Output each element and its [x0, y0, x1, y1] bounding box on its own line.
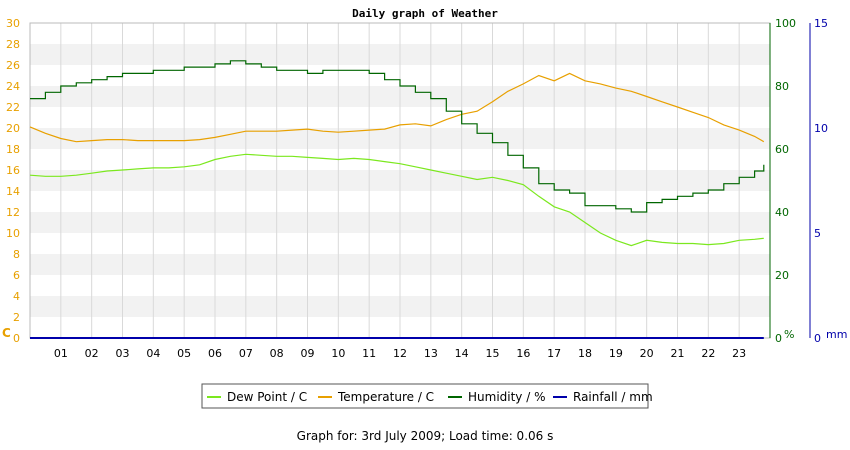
legend: Dew Point / C Temperature / C Humidity / %…: [201, 383, 653, 409]
x-tick-label: 07: [239, 347, 253, 360]
x-tick-label: 11: [362, 347, 376, 360]
left-tick-label: 2: [13, 311, 20, 324]
rainfall-tick-label: 0: [814, 332, 821, 345]
left-tick-label: 8: [13, 248, 20, 261]
humidity-tick-label: 0: [775, 332, 782, 345]
right-axis-rainfall: 0 5 10 15 mm: [809, 17, 847, 345]
x-tick-label: 06: [208, 347, 222, 360]
left-tick-label: 18: [6, 143, 20, 156]
left-tick-label: 16: [6, 164, 20, 177]
left-tick-label: 10: [6, 227, 20, 240]
rainfall-tick-label: 15: [814, 17, 828, 30]
x-tick-label: 16: [516, 347, 530, 360]
chart-title: Daily graph of Weather: [352, 7, 498, 20]
left-tick-label: 4: [13, 290, 20, 303]
humidity-tick-label: 20: [775, 269, 789, 282]
x-tick-label: 04: [146, 347, 160, 360]
series-line-2: [29, 72, 765, 143]
x-tick-label: 18: [578, 347, 592, 360]
legend-label: Temperature / C: [337, 390, 434, 404]
legend-box: [201, 383, 649, 409]
series-line-1: [29, 153, 764, 247]
x-tick-label: 05: [177, 347, 191, 360]
humidity-tick-label: 100: [775, 17, 796, 30]
x-tick-label: 12: [393, 347, 407, 360]
legend-label: Rainfall / mm: [573, 390, 653, 404]
x-tick-label: 10: [331, 347, 345, 360]
rainfall-tick-label: 5: [814, 227, 821, 240]
right-axis-humidity: 0 20 40 60 80 100%: [769, 17, 796, 345]
legend-label: Dew Point / C: [227, 390, 307, 404]
humidity-axis-unit: %: [784, 328, 794, 341]
x-tick-label: 15: [486, 347, 500, 360]
rainfall-tick-label: 10: [814, 122, 828, 135]
x-tick-label: 03: [116, 347, 130, 360]
left-tick-label: 0: [13, 332, 20, 345]
left-tick-label: 22: [6, 101, 20, 114]
left-tick-label: 6: [13, 269, 20, 282]
x-tick-label: 19: [609, 347, 623, 360]
left-tick-label: 12: [6, 206, 20, 219]
left-tick-label: 26: [6, 59, 20, 72]
x-tick-label: 20: [640, 347, 654, 360]
x-tick-label: 01: [54, 347, 68, 360]
footer-text: Graph for: 3rd July 2009; Load time: 0.0…: [296, 429, 554, 443]
x-tick-label: 17: [547, 347, 561, 360]
series-lines: [29, 60, 765, 339]
x-tick-label: 02: [85, 347, 99, 360]
humidity-tick-label: 80: [775, 80, 789, 93]
weather-chart: Daily graph of Weather 02468101214161820…: [2, 7, 847, 409]
x-tick-label: 23: [732, 347, 746, 360]
rainfall-axis-unit: mm: [826, 328, 847, 341]
legend-label: Humidity / %: [468, 390, 545, 404]
x-tick-label: 09: [301, 347, 315, 360]
left-tick-label: 20: [6, 122, 20, 135]
left-tick-label: 24: [6, 80, 20, 93]
x-tick-label: 14: [455, 347, 469, 360]
left-tick-label: 30: [6, 17, 20, 30]
gridlines: [60, 23, 740, 338]
x-tick-label: 21: [671, 347, 685, 360]
x-axis: 01 02 03 04 05 06 07 08 09 10 11 12 13 14 15 16 17 18 19 20…: [54, 347, 746, 360]
x-tick-label: 22: [701, 347, 715, 360]
x-tick-label: 08: [270, 347, 284, 360]
humidity-tick-label: 60: [775, 143, 789, 156]
left-tick-label: 28: [6, 38, 20, 51]
series-line-3: [30, 60, 765, 213]
x-tick-label: 13: [424, 347, 438, 360]
left-axis-unit: C: [2, 326, 11, 340]
humidity-tick-label: 40: [775, 206, 789, 219]
left-tick-label: 14: [6, 185, 20, 198]
